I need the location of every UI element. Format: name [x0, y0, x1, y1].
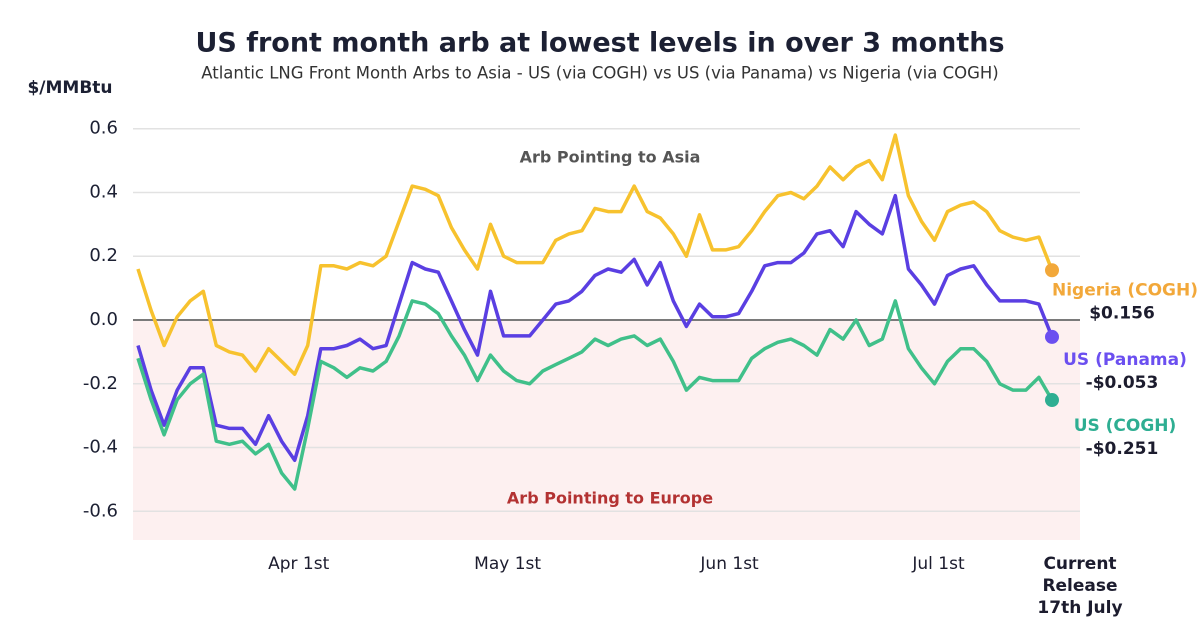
legend-label: US (Panama) — [1063, 350, 1187, 370]
annotation: Arb Pointing to Asia — [520, 148, 701, 167]
y-tick-label: -0.6 — [83, 500, 118, 521]
chart-title: US front month arb at lowest levels in o… — [195, 28, 1004, 59]
x-tick-label: Apr 1st — [268, 554, 330, 574]
series-line — [136, 193, 1054, 463]
x-tick-label: Jul 1st — [912, 554, 965, 574]
legend-label: Nigeria (COGH) — [1052, 280, 1198, 300]
series-line — [136, 133, 1054, 376]
value-label: -$0.053 — [1086, 373, 1159, 393]
y-axis-label: $/MMBtu — [27, 78, 112, 98]
y-tick-label: 0.2 — [89, 245, 118, 266]
x-tick-label: Current Release 17th July — [1037, 554, 1123, 618]
chart-subtitle: Atlantic LNG Front Month Arbs to Asia - … — [201, 64, 999, 83]
y-tick-label: 0.4 — [89, 181, 118, 202]
y-tick-label: -0.2 — [83, 373, 118, 394]
end-marker — [1045, 393, 1059, 408]
y-tick-label: 0.6 — [89, 118, 118, 139]
negative-region — [133, 320, 1080, 540]
annotation: Arb Pointing to Europe — [507, 489, 713, 508]
end-marker — [1045, 263, 1059, 278]
y-tick-label: 0.0 — [89, 309, 118, 330]
y-tick-label: -0.4 — [83, 437, 118, 458]
series-line — [136, 299, 1054, 491]
x-tick-label: Jun 1st — [700, 554, 759, 574]
legend-label: US (COGH) — [1074, 416, 1177, 436]
value-label: -$0.251 — [1086, 439, 1159, 459]
x-tick-label: May 1st — [474, 554, 542, 574]
value-label: $0.156 — [1089, 303, 1155, 323]
end-marker — [1045, 329, 1059, 344]
